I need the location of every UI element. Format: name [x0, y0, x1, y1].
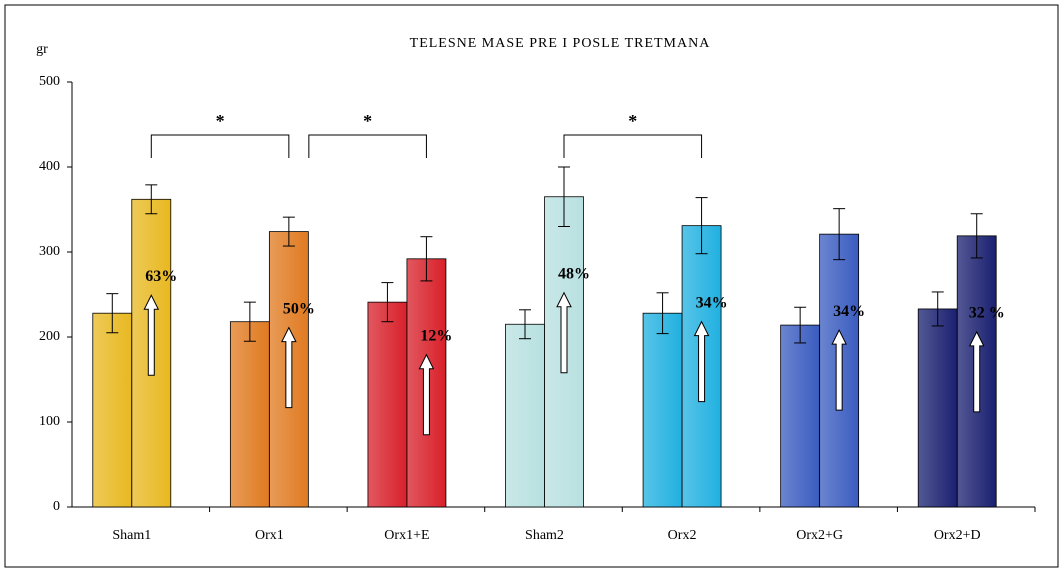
x-tick-label: Orx1 [255, 528, 284, 543]
bracket [308, 134, 427, 158]
y-tick-label: 100 [39, 414, 60, 429]
bar [92, 312, 133, 508]
percent-label: 32 % [969, 305, 1005, 322]
error-bar [558, 166, 570, 227]
error-bar [519, 309, 531, 340]
error-bar [282, 216, 295, 247]
arrow [556, 291, 572, 374]
x-tick-label: Orx1+E [384, 528, 429, 543]
error-bar [656, 292, 669, 335]
arrow [831, 329, 847, 411]
error-bar [381, 282, 394, 323]
percent-label: 48% [558, 265, 590, 282]
x-tick-label: Sham1 [112, 528, 151, 543]
error-bar [243, 301, 256, 342]
percent-label: 34% [696, 294, 728, 311]
arrow [968, 330, 985, 413]
bar [642, 312, 683, 508]
y-tick-label: 500 [39, 74, 60, 89]
arrow [693, 320, 710, 403]
significance-label: * [628, 111, 637, 131]
percent-label: 63% [145, 268, 177, 285]
error-bar [106, 293, 119, 334]
error-bar [931, 291, 944, 327]
bar [367, 301, 408, 508]
y-axis-label: gr [36, 42, 48, 57]
bar [229, 321, 270, 508]
error-bar [833, 208, 846, 261]
error-bar [420, 236, 433, 282]
bracket [150, 134, 290, 158]
x-tick-label: Orx2 [668, 528, 697, 543]
y-tick-label: 200 [39, 329, 60, 344]
x-tick-label: Sham2 [525, 528, 564, 543]
error-bar [695, 197, 708, 255]
significance-label: * [363, 111, 372, 131]
error-bar [970, 213, 983, 259]
percent-label: 50% [283, 300, 315, 317]
arrow [143, 294, 160, 376]
error-bar [794, 306, 807, 344]
y-tick-label: 400 [39, 159, 60, 174]
bracket [563, 134, 703, 158]
percent-label: 12% [420, 327, 452, 344]
arrow [281, 326, 297, 409]
bar [505, 323, 545, 508]
error-bar [145, 184, 158, 215]
x-tick-label: Orx2+D [934, 528, 981, 543]
significance-label: * [216, 111, 225, 131]
chart-title: TELESNE MASE PRE I POSLE TRETMANA [410, 36, 711, 51]
y-tick-label: 0 [53, 499, 60, 514]
bar [780, 324, 821, 508]
arrow [418, 353, 435, 436]
bar [917, 308, 958, 508]
x-tick-label: Orx2+G [796, 528, 843, 543]
percent-label: 34% [833, 303, 865, 320]
y-tick-label: 300 [39, 244, 60, 259]
